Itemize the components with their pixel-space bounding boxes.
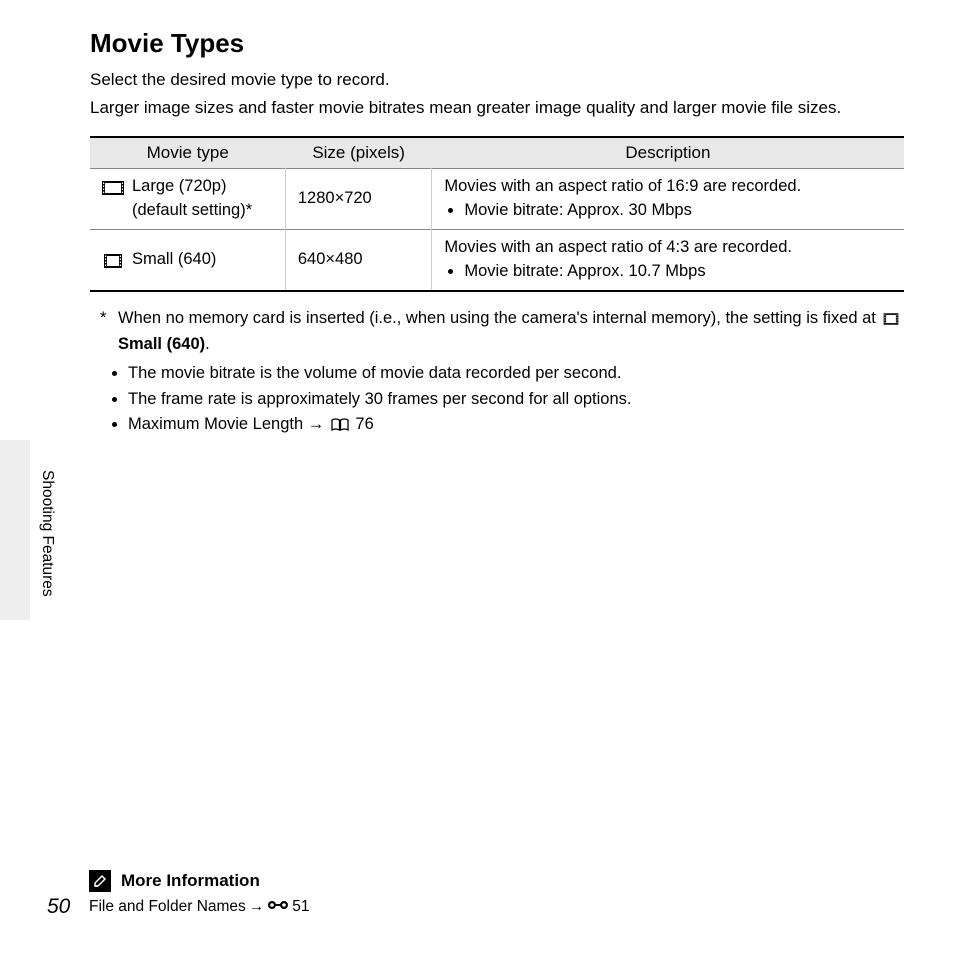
- film-small-icon: [102, 252, 124, 266]
- movie-types-table: Movie type Size (pixels) Description: [90, 136, 904, 292]
- table-header-row: Movie type Size (pixels) Description: [90, 137, 904, 169]
- page-content: Movie Types Select the desired movie typ…: [0, 0, 954, 954]
- ref-number: 51: [292, 898, 309, 916]
- page-footer: More Information File and Folder Names →…: [47, 870, 904, 916]
- arrow-icon: →: [308, 415, 325, 433]
- desc-line1: Movies with an aspect ratio of 4:3 are r…: [444, 236, 892, 260]
- size-cell: 640×480: [285, 229, 432, 290]
- header-movie-type: Movie type: [90, 137, 285, 169]
- intro-line1: Select the desired movie type to record.: [90, 67, 904, 93]
- page-number: 50: [47, 895, 70, 919]
- note-max-length: Maximum Movie Length → 76: [128, 412, 904, 440]
- note-framerate: The frame rate is approximately 30 frame…: [128, 387, 904, 413]
- page-heading: Movie Types: [90, 28, 904, 59]
- footnote-bold: Small (640): [118, 335, 205, 353]
- pencil-icon: [89, 870, 111, 892]
- desc-bullet: Movie bitrate: Approx. 10.7 Mbps: [464, 260, 892, 284]
- footnote-mark: *: [100, 306, 118, 358]
- footnote: * When no memory card is inserted (i.e.,…: [100, 306, 904, 358]
- film-inline-icon: [882, 308, 900, 333]
- intro-text: Select the desired movie type to record.…: [90, 67, 904, 120]
- desc-bullet: Movie bitrate: Approx. 30 Mbps: [464, 199, 892, 223]
- notes-list: The movie bitrate is the volume of movie…: [100, 361, 904, 440]
- note-bitrate: The movie bitrate is the volume of movie…: [128, 361, 904, 387]
- more-info-row: More Information: [89, 870, 904, 892]
- file-folder-pre: File and Folder Names: [89, 898, 246, 916]
- type-line1: Small (640): [132, 250, 216, 268]
- desc-line1: Movies with an aspect ratio of 16:9 are …: [444, 175, 892, 199]
- table-row: Large (720p) (default setting)* 1280×720…: [90, 169, 904, 230]
- footnote-after: .: [205, 335, 210, 353]
- header-description: Description: [432, 137, 904, 169]
- reference-icon: [267, 898, 289, 916]
- type-line2: (default setting)*: [132, 199, 273, 223]
- intro-line2: Larger image sizes and faster movie bitr…: [90, 95, 904, 121]
- book-icon: [331, 414, 349, 440]
- size-cell: 1280×720: [285, 169, 432, 230]
- footnote-before: When no memory card is inserted (i.e., w…: [118, 309, 880, 327]
- film-large-icon: [102, 179, 124, 193]
- type-line1: Large (720p): [132, 177, 226, 195]
- more-info-title: More Information: [121, 871, 260, 891]
- table-row: Small (640) 640×480 Movies with an aspec…: [90, 229, 904, 290]
- arrow-icon: →: [249, 898, 265, 916]
- file-folder-row: File and Folder Names → 51: [89, 898, 904, 916]
- header-size: Size (pixels): [285, 137, 432, 169]
- note-max-pre: Maximum Movie Length: [128, 415, 308, 433]
- note-max-post: 76: [351, 415, 374, 433]
- footnote-text: When no memory card is inserted (i.e., w…: [118, 306, 904, 358]
